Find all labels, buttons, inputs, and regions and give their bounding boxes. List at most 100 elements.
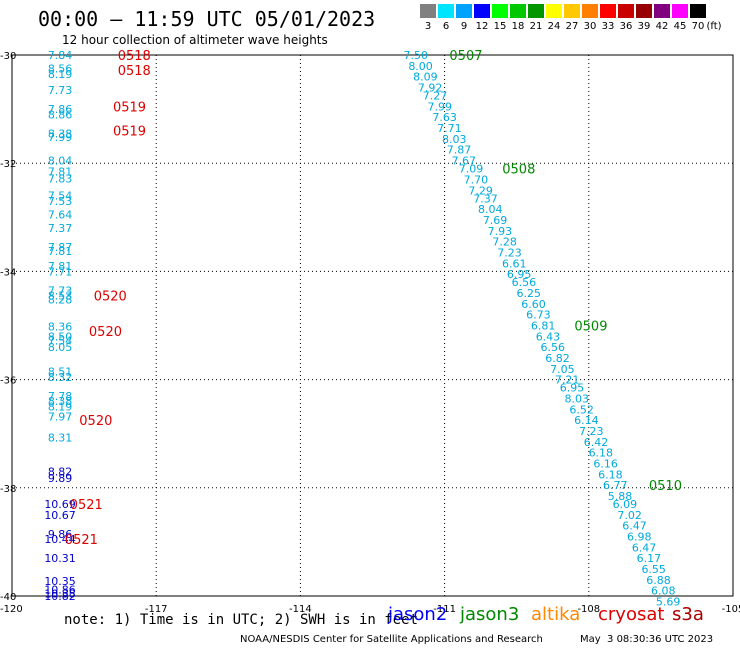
wave-height-value: 7.69 — [483, 214, 508, 227]
pass-time-label: 0521 — [65, 533, 98, 548]
legend-swatch — [582, 4, 598, 18]
wave-height-value: 7.87 — [48, 241, 73, 254]
pass-time-label: 0519 — [113, 100, 146, 115]
legend-swatch — [618, 4, 634, 18]
satellite-name: jason3 — [460, 604, 520, 625]
wave-height-value: 7.73 — [48, 284, 73, 297]
legend-swatch — [636, 4, 652, 18]
wave-height-value: 7.54 — [48, 335, 73, 348]
wave-height-value: 6.08 — [651, 585, 676, 598]
credit-timestamp: May 3 08:30:36 UTC 2023 — [580, 634, 714, 645]
wave-height-value: 6.98 — [627, 530, 652, 543]
legend-label: 39 — [637, 21, 651, 32]
wave-height-value: 8.19 — [48, 401, 73, 414]
wave-height-value: 7.54 — [48, 190, 73, 203]
wave-height-value: 6.77 — [603, 479, 628, 492]
wave-height-value: 7.83 — [48, 172, 73, 185]
legend-unit: (ft) — [706, 21, 722, 32]
wave-height-value: 9.86 — [48, 528, 73, 541]
legend-label: 6 — [442, 21, 450, 32]
wave-height-value: 10.86 — [44, 584, 76, 597]
wave-height-value: 7.97 — [48, 410, 73, 423]
wave-height-value: 6.14 — [574, 414, 599, 427]
pass-time-label: 0510 — [649, 479, 682, 494]
pass-time-label: 0520 — [89, 325, 122, 340]
pass-time-label: 0507 — [449, 49, 482, 64]
wave-height-value: 6.56 — [512, 276, 537, 289]
legend-label: 70 — [691, 21, 705, 32]
wave-height-value: 6.17 — [637, 552, 662, 565]
pass-time-label: 0520 — [79, 414, 112, 429]
wave-height-value: 7.27 — [423, 90, 448, 103]
wave-height-value: 7.63 — [432, 111, 457, 124]
wave-height-value: 8.32 — [48, 371, 73, 384]
wave-height-value: 7.87 — [447, 144, 472, 157]
wave-height-value: 7.37 — [473, 192, 498, 205]
wave-height-value: 8.04 — [48, 154, 73, 167]
legend-label: 18 — [511, 21, 525, 32]
wave-height-value: 8.86 — [48, 109, 73, 122]
pass-time-label: 0518 — [118, 49, 151, 64]
wave-height-value: 6.18 — [598, 468, 623, 481]
wave-height-value: 7.71 — [48, 265, 73, 278]
legend-swatch — [420, 4, 436, 18]
wave-height-value: 8.51 — [48, 365, 73, 378]
wave-height-value: 10.31 — [44, 552, 76, 565]
pass-time-label: 0508 — [502, 163, 535, 178]
legend-label: 15 — [493, 21, 507, 32]
lat-tick-label: -34 — [0, 267, 16, 278]
wave-height-value: 10.69 — [44, 498, 76, 511]
wave-height-value: 6.95 — [507, 268, 532, 281]
wave-height-value: 7.78 — [48, 390, 73, 403]
wave-height-value: 7.23 — [579, 425, 604, 438]
wave-height-value: 8.03 — [565, 393, 590, 406]
wave-height-value: 7.93 — [488, 225, 513, 238]
wave-height-value: 6.47 — [632, 541, 657, 554]
lon-tick-label: -105 — [722, 604, 740, 615]
wave-height-value: 7.64 — [48, 209, 73, 222]
wave-height-value: 7.37 — [48, 222, 73, 235]
wave-height-value: 7.09 — [459, 163, 484, 176]
credit-text: NOAA/NESDIS Center for Satellite Applica… — [240, 634, 543, 645]
wave-height-value: 6.73 — [526, 309, 551, 322]
lat-tick-label: -36 — [0, 376, 16, 387]
wave-height-value: 7.29 — [468, 184, 493, 197]
lat-tick-label: -40 — [0, 592, 16, 603]
wave-height-value: 8.04 — [478, 203, 503, 216]
legend-swatch — [456, 4, 472, 18]
map-frame — [11, 54, 734, 597]
wave-height-value: 7.99 — [48, 131, 73, 144]
wave-height-value: 8.19 — [48, 68, 73, 81]
satellite-name: s3a — [672, 604, 704, 625]
lon-tick-label: -117 — [145, 604, 168, 615]
wave-height-value: 8.31 — [48, 431, 73, 444]
wave-height-value: 7.50 — [404, 49, 429, 62]
lat-tick-label: -38 — [0, 484, 16, 495]
wave-height-value: 7.81 — [48, 165, 73, 178]
pass-time-label: 0519 — [113, 125, 146, 140]
wave-height-value: 7.05 — [550, 363, 575, 376]
legend-label: 30 — [583, 21, 597, 32]
legend-swatch — [690, 4, 706, 18]
wave-height-value: 7.86 — [48, 103, 73, 116]
wave-height-value: 7.23 — [497, 246, 522, 259]
wave-height-value: 7.02 — [617, 509, 642, 522]
wave-height-value: 6.25 — [516, 287, 541, 300]
wave-height-value: 7.81 — [48, 245, 73, 258]
wave-height-value: 8.09 — [413, 71, 438, 84]
wave-height-value: 5.88 — [608, 490, 633, 503]
wave-height-value: 9.89 — [48, 472, 73, 485]
map-subtitle: 12 hour collection of altimeter wave hei… — [62, 33, 328, 47]
wave-height-value: 7.81 — [48, 260, 73, 273]
wave-height-value: 7.99 — [428, 100, 453, 113]
wave-height-value: 6.60 — [521, 298, 546, 311]
wave-height-value: 7.28 — [492, 236, 517, 249]
wave-height-value: 10.44 — [44, 533, 76, 546]
pass-time-label: 0521 — [70, 498, 103, 513]
wave-height-value: 8.53 — [48, 290, 73, 303]
wave-height-value: 7.92 — [418, 81, 443, 94]
lat-tick-label: -32 — [0, 159, 16, 170]
pass-time-label: 0520 — [94, 290, 127, 305]
wave-height-value: 7.21 — [555, 374, 580, 387]
wave-height-value: 6.47 — [622, 520, 647, 533]
